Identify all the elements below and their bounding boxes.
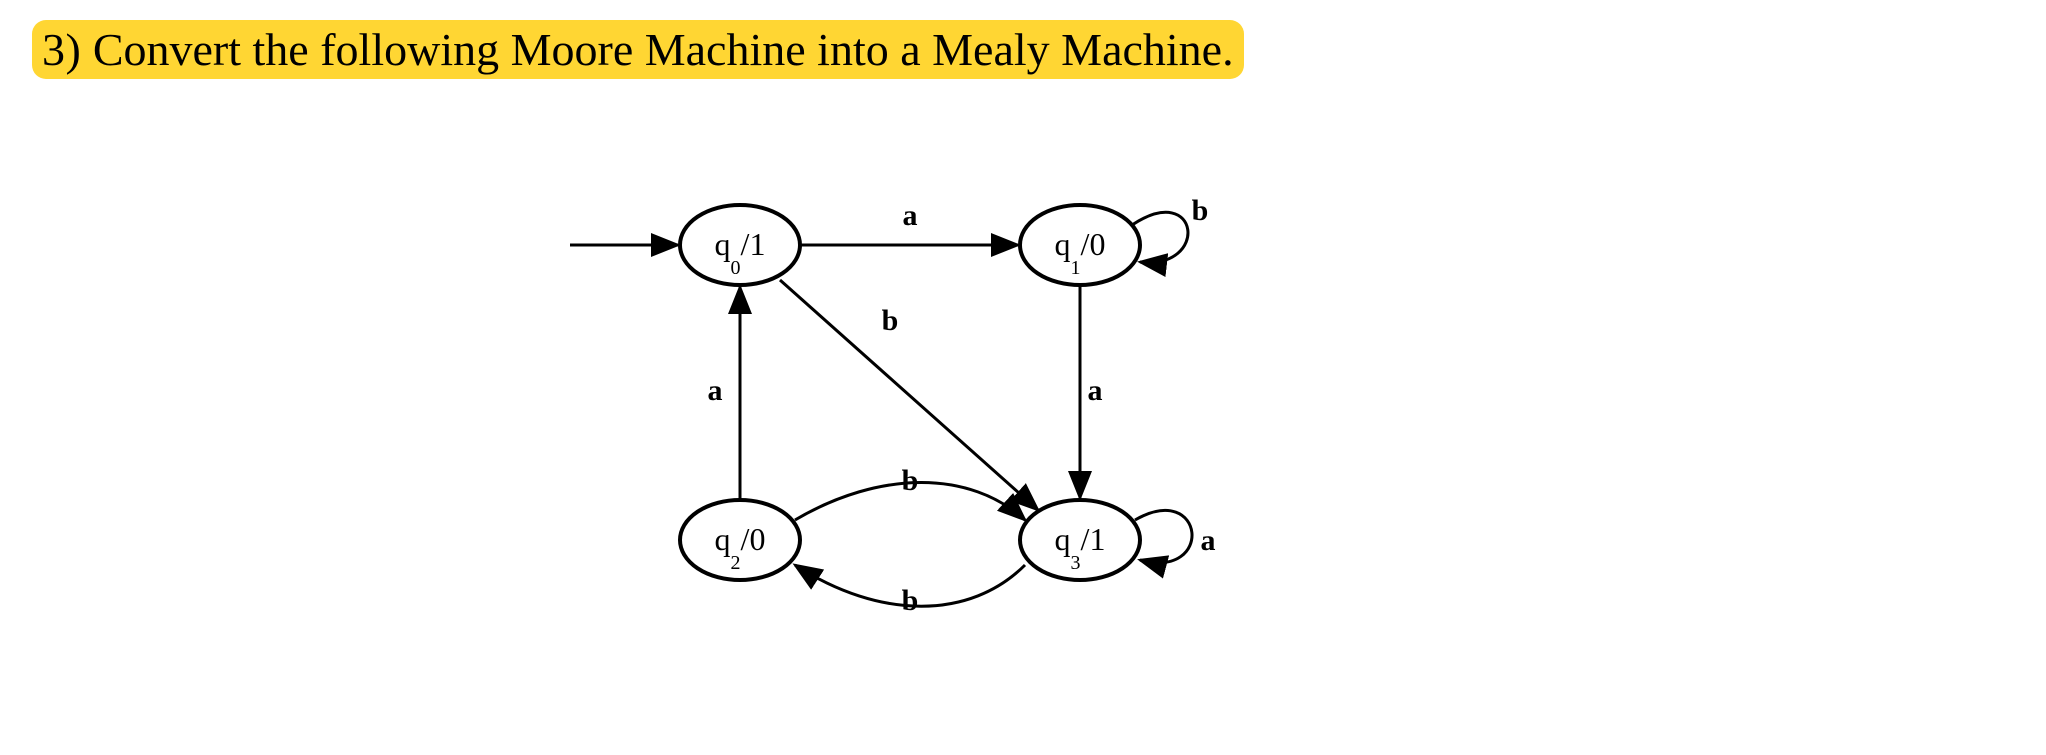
state-node-q2: q2/0 xyxy=(680,500,800,580)
edge-label-q3-q2-b: b xyxy=(902,584,919,617)
edge-label-q1-q3-a: a xyxy=(1088,374,1103,407)
edge-label-q0-q3-b: b xyxy=(882,304,899,337)
state-node-q0: q0/1 xyxy=(680,205,800,285)
edge-label-q1-q1-b: b xyxy=(1192,194,1209,227)
edge-label-q2-q0-a: a xyxy=(708,374,723,407)
moore-machine-diagram: q0/1 q1/0 q2/0 q3/1 a b b a a b b a xyxy=(550,170,1300,675)
nodes-group: q0/1 q1/0 q2/0 q3/1 xyxy=(680,205,1140,580)
edge-label-q2-q3-b: b xyxy=(902,464,919,497)
edge-q3-q3-a xyxy=(1135,510,1192,562)
edge-label-q3-q3-a: a xyxy=(1201,524,1216,557)
state-diagram-svg: q0/1 q1/0 q2/0 q3/1 a b b a a b b a xyxy=(550,170,1300,670)
question-heading: 3) Convert the following Moore Machine i… xyxy=(32,20,1244,80)
state-node-q1: q1/0 xyxy=(1020,205,1140,285)
edge-label-q0-q1-a: a xyxy=(903,199,918,232)
question-highlight: 3) Convert the following Moore Machine i… xyxy=(32,20,1244,79)
question-number: 3) xyxy=(42,24,81,75)
state-node-q3: q3/1 xyxy=(1020,500,1140,580)
question-text: Convert the following Moore Machine into… xyxy=(93,24,1234,75)
